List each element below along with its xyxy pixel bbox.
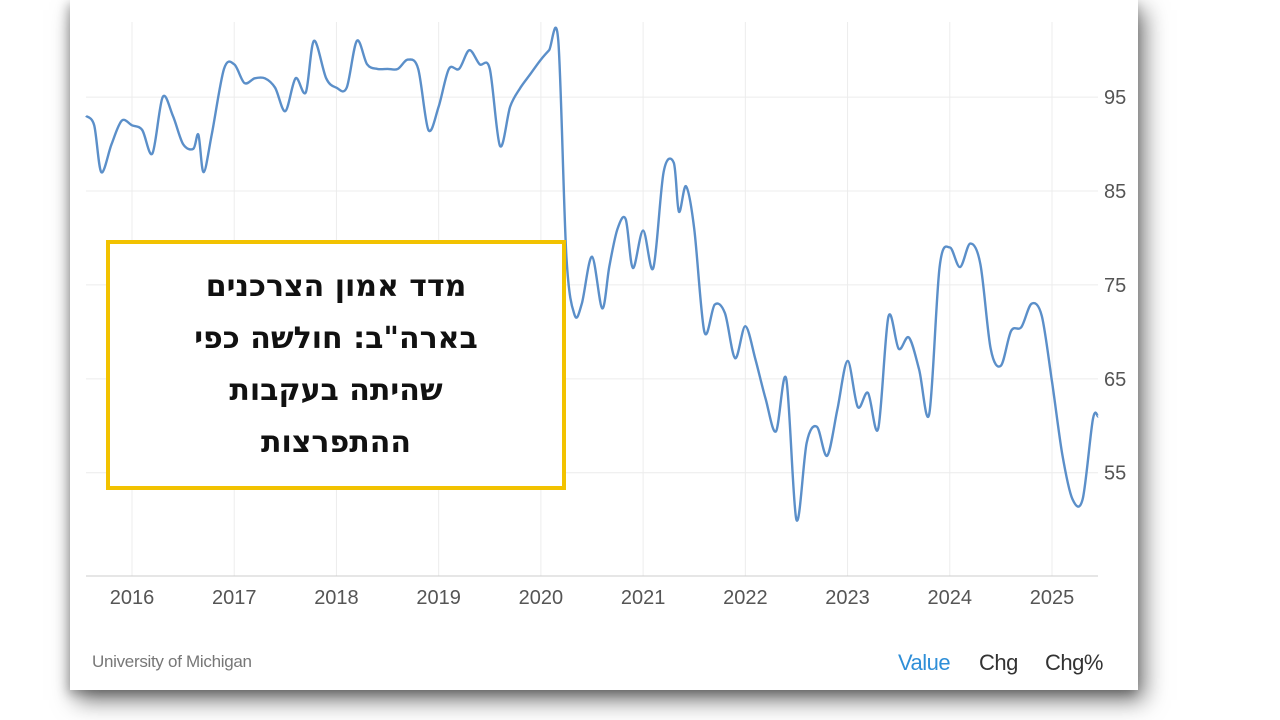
series-layer	[85, 26, 1100, 522]
x-tick-label: 2016	[110, 587, 155, 609]
series-line	[85, 26, 1100, 522]
x-tick-label: 2018	[314, 587, 359, 609]
y-tick-label: 75	[1104, 275, 1126, 297]
x-tick-label: 2021	[621, 587, 666, 609]
tab-value[interactable]: Value	[898, 650, 951, 675]
tab-chg[interactable]: Chg	[979, 650, 1018, 675]
x-tick-label: 2022	[723, 587, 768, 609]
x-tick-label: 2025	[1030, 587, 1075, 609]
grid-lines	[86, 22, 1098, 577]
annotation-callout: מדד אמון הצרכנים בארה"ב: חולשה כפי שהיתה…	[106, 240, 566, 490]
y-tick-label: 65	[1104, 369, 1126, 391]
x-tick-label: 2020	[519, 587, 564, 609]
x-axis-ticks: 2016 2017 2018 2019 2020 2021 2022 2023 2024 2025	[110, 587, 1075, 609]
tab-chg-percent[interactable]: Chg%	[1045, 650, 1103, 675]
y-axis-ticks: 55 65 75 85 95	[1104, 87, 1126, 485]
x-tick-label: 2017	[212, 587, 257, 609]
y-tick-label: 55	[1104, 463, 1126, 485]
y-tick-label: 85	[1104, 181, 1126, 203]
x-tick-label: 2023	[825, 587, 870, 609]
y-tick-label: 95	[1104, 87, 1126, 109]
source-label: University of Michigan	[92, 652, 252, 671]
x-tick-label: 2024	[928, 587, 973, 609]
callout-text: מדד אמון הצרכנים בארה"ב: חולשה כפי שהיתה…	[194, 269, 478, 460]
x-tick-label: 2019	[416, 587, 461, 609]
